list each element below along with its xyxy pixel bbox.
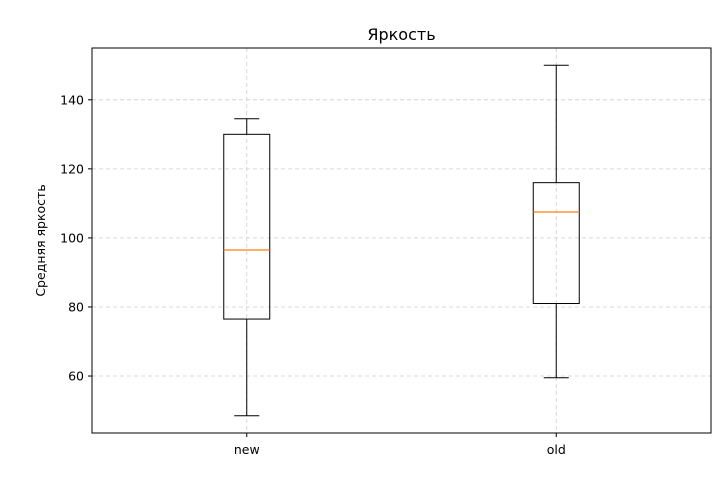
boxes-layer [223, 64, 580, 417]
y-tick-label: 80 [68, 299, 84, 314]
x-tick-label: new [234, 442, 260, 457]
iqr-box [532, 182, 580, 305]
y-tick-label: 100 [60, 230, 84, 245]
ticks-layer: 60 80 100 120 140 new old [60, 92, 566, 457]
y-axis-label: Средняя яркость [33, 184, 48, 296]
box-old [532, 64, 580, 379]
y-tick-label: 120 [60, 161, 84, 176]
x-tick-label: old [547, 442, 566, 457]
grid-layer [92, 48, 711, 433]
plot-frame [91, 47, 712, 434]
y-tick-label: 140 [60, 92, 84, 107]
iqr-box [223, 133, 271, 320]
chart-title: Яркость [367, 25, 435, 44]
box-new [223, 118, 271, 417]
y-tick-label: 60 [68, 369, 84, 384]
